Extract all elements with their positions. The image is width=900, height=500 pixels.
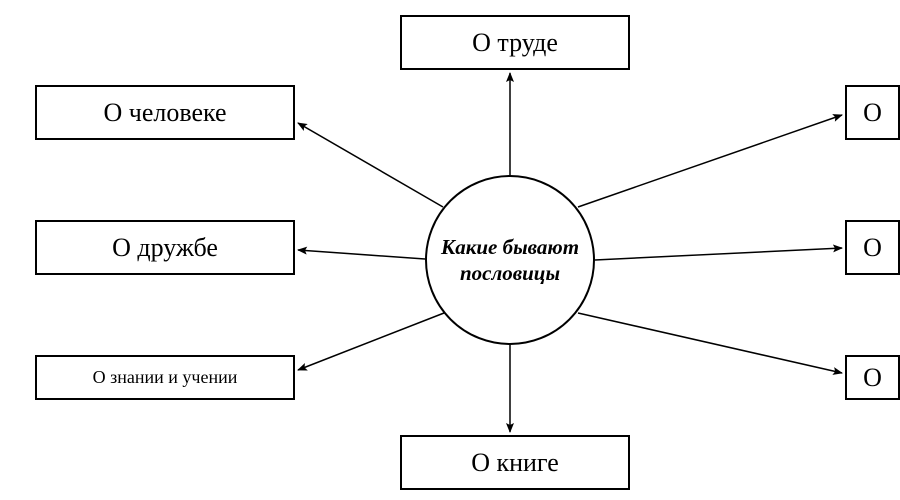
node-box-bottom: О книге bbox=[400, 435, 630, 490]
node-box-left2: О дружбе bbox=[35, 220, 295, 275]
node-label: О книге bbox=[471, 448, 559, 478]
node-box-right1: О bbox=[845, 85, 900, 140]
node-label: О дружбе bbox=[112, 233, 218, 263]
arrow-7 bbox=[578, 313, 842, 373]
arrow-3 bbox=[298, 313, 444, 370]
node-label: О bbox=[863, 233, 882, 263]
center-node: Какие бывают пословицы bbox=[425, 175, 595, 345]
node-box-right2: О bbox=[845, 220, 900, 275]
arrow-5 bbox=[578, 115, 842, 207]
node-box-left1: О человеке bbox=[35, 85, 295, 140]
node-box-left3: О знании и учении bbox=[35, 355, 295, 400]
node-label: О знании и учении bbox=[93, 367, 238, 388]
node-label: О труде bbox=[472, 28, 558, 58]
node-box-right3: О bbox=[845, 355, 900, 400]
arrow-1 bbox=[298, 123, 443, 207]
center-label: Какие бывают пословицы bbox=[427, 234, 593, 287]
arrow-2 bbox=[298, 250, 425, 259]
mindmap-diagram: Какие бывают пословицы О труде О человеке… bbox=[0, 0, 900, 500]
node-label: О bbox=[863, 98, 882, 128]
node-label: О bbox=[863, 363, 882, 393]
node-box-top: О труде bbox=[400, 15, 630, 70]
node-label: О человеке bbox=[103, 98, 226, 128]
arrow-6 bbox=[595, 248, 842, 260]
